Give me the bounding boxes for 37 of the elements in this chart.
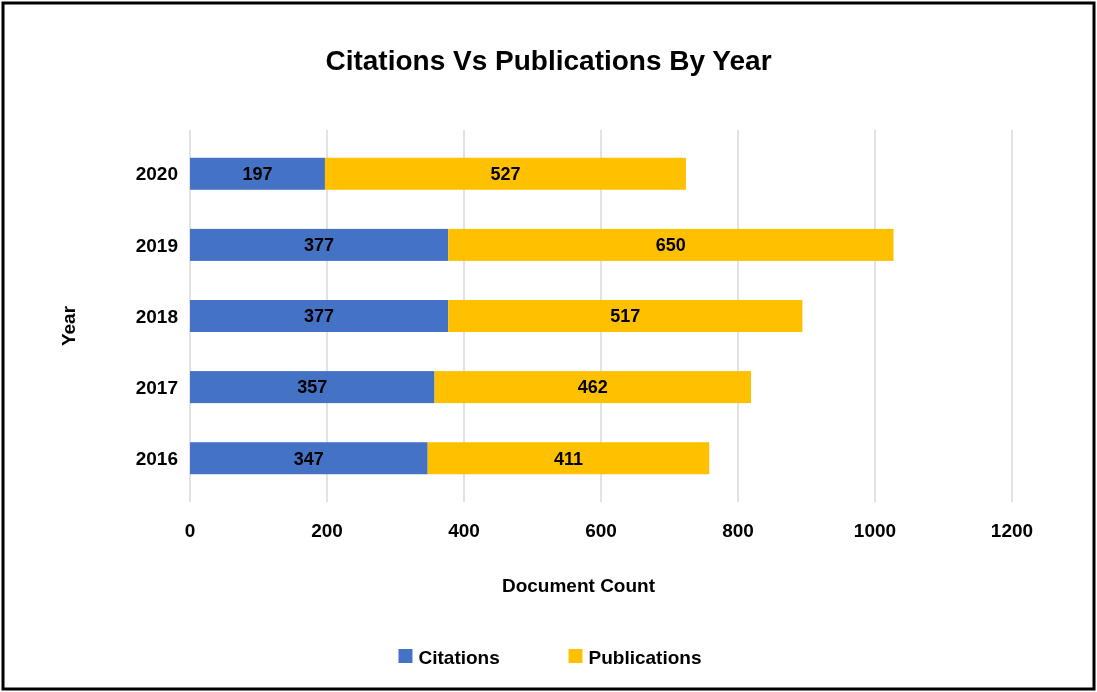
legend-label: Citations — [418, 646, 500, 668]
y-tick-label: 2019 — [135, 234, 178, 256]
bar — [190, 228, 449, 261]
data-label: 517 — [610, 306, 641, 327]
data-label: 650 — [655, 235, 686, 256]
bar — [324, 157, 686, 190]
y-tick-label: 2018 — [135, 305, 178, 327]
x-tick-label: 0 — [184, 520, 196, 541]
y-axis-title: Year — [58, 305, 79, 347]
bar — [448, 300, 803, 332]
x-tick-label: 400 — [448, 520, 480, 541]
bar — [448, 228, 894, 261]
x-tick-label: 1200 — [990, 520, 1034, 541]
x-tick-label: 1000 — [853, 520, 897, 541]
x-tick-label: 600 — [585, 520, 617, 541]
legend-label: Publications — [588, 646, 702, 668]
data-label: 347 — [293, 448, 324, 469]
data-label: 357 — [297, 377, 328, 398]
y-tick-label: 2016 — [135, 447, 178, 469]
data-label: 197 — [242, 164, 273, 185]
x-tick-label: 200 — [311, 520, 343, 541]
bar — [427, 442, 710, 475]
x-axis-title: Document Count — [501, 575, 656, 596]
data-label: 527 — [490, 164, 521, 185]
x-tick-label: 800 — [722, 520, 754, 541]
data-label: 411 — [553, 448, 583, 469]
chart-title: Citations Vs Publications By Year — [325, 45, 772, 76]
bar — [190, 300, 449, 332]
bar — [190, 371, 435, 404]
bar — [190, 157, 325, 190]
data-label: 462 — [577, 377, 608, 398]
y-tick-label: 2020 — [135, 163, 178, 185]
data-label: 377 — [304, 235, 335, 256]
bar — [434, 371, 752, 404]
data-label: 377 — [304, 306, 335, 327]
y-tick-label: 2017 — [135, 376, 178, 398]
bar — [190, 442, 428, 475]
